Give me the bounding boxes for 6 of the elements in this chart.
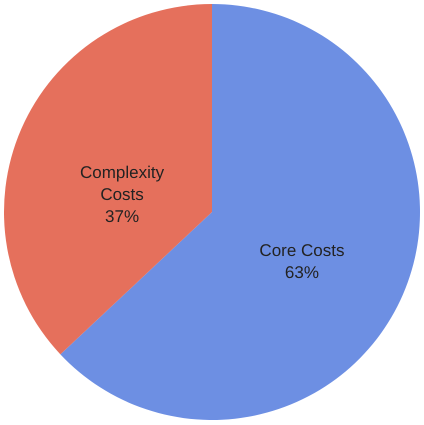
slice-label: Core Costs [259,240,344,260]
slice-label: Complexity Costs [80,163,165,204]
pie-slice [4,4,212,354]
data-label: 63% [284,262,319,282]
pie-slice [60,4,420,420]
data-label: 37% [105,207,140,226]
